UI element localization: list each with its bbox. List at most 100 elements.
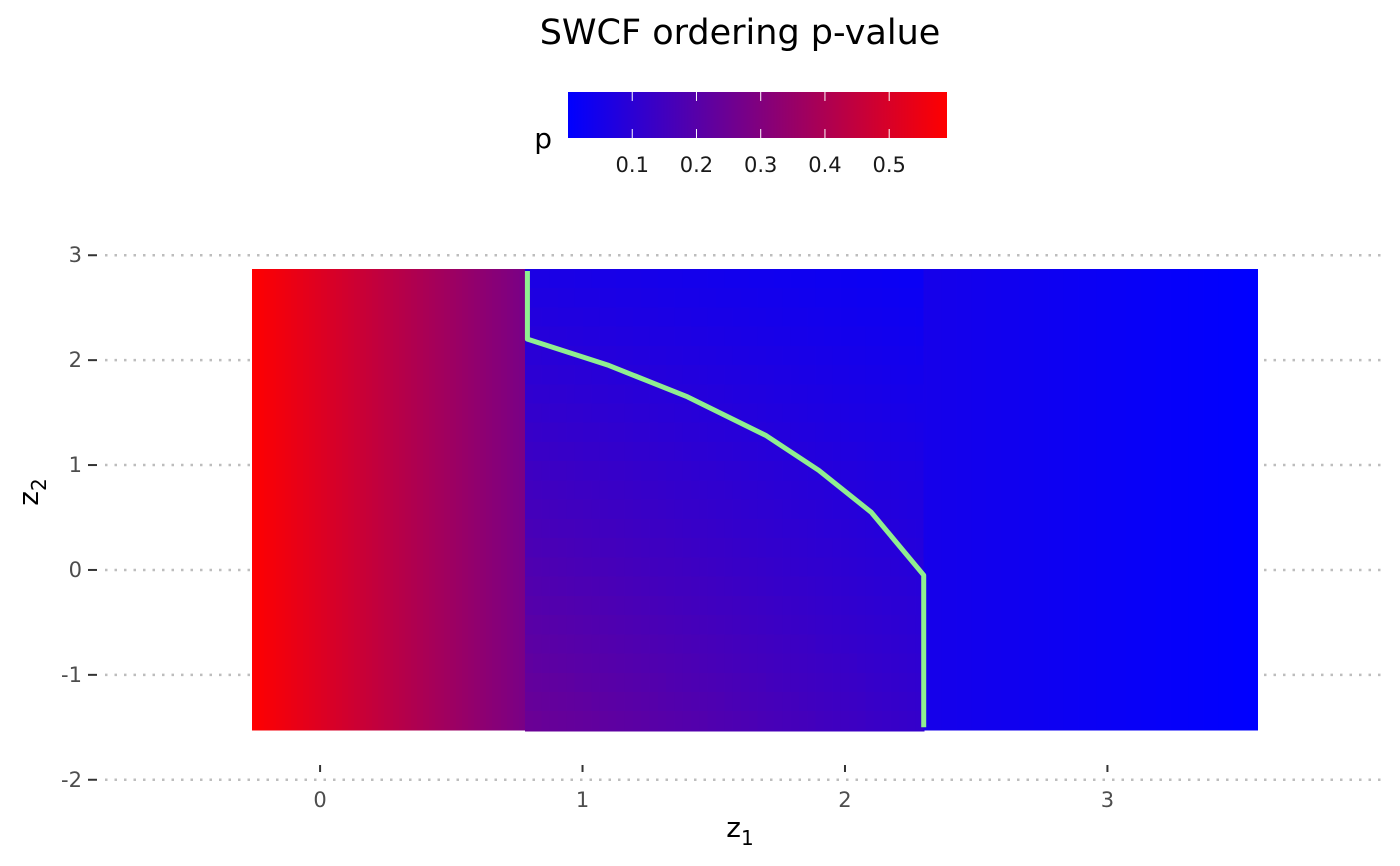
heatmap-cell xyxy=(757,634,767,655)
heatmap-cell xyxy=(699,461,709,482)
heatmap-cell xyxy=(641,480,651,501)
heatmap-cell xyxy=(799,326,809,347)
heatmap-cell xyxy=(657,268,667,289)
heatmap-cell xyxy=(724,422,734,443)
heatmap-cell xyxy=(807,653,817,674)
heatmap-cell xyxy=(691,441,701,463)
heatmap-cell xyxy=(624,268,634,289)
heatmap-cell xyxy=(302,268,307,731)
heatmap-cell xyxy=(799,691,809,713)
heatmap-cell xyxy=(657,326,667,347)
heatmap-cell xyxy=(915,711,925,732)
heatmap-cell xyxy=(774,538,784,559)
heatmap-cell xyxy=(591,711,601,732)
heatmap-cell xyxy=(308,268,313,731)
heatmap-cell xyxy=(840,441,850,463)
heatmap-cell xyxy=(1161,268,1166,731)
heatmap-cell xyxy=(882,538,892,559)
heatmap-cell xyxy=(624,595,634,616)
heatmap-cell xyxy=(983,268,988,731)
heatmap-cell xyxy=(907,326,917,347)
heatmap-cell xyxy=(865,557,875,578)
heatmap-cell xyxy=(674,672,684,693)
heatmap-cell xyxy=(558,557,568,578)
heatmap-cell xyxy=(765,384,775,405)
heatmap-cell xyxy=(915,480,925,501)
legend-tick-label: 0.1 xyxy=(616,153,649,177)
heatmap-cell xyxy=(882,307,892,328)
heatmap-cell xyxy=(790,691,800,713)
heatmap-cell xyxy=(591,345,601,366)
heatmap-cell xyxy=(616,557,626,578)
heatmap-cell xyxy=(732,672,742,693)
heatmap-cell xyxy=(799,422,809,443)
heatmap-cell xyxy=(740,307,750,328)
heatmap-cell xyxy=(549,634,559,655)
heatmap-cell xyxy=(815,672,825,693)
heatmap-cell xyxy=(732,461,742,482)
heatmap-cell xyxy=(823,480,834,501)
heatmap-cell xyxy=(799,653,809,674)
heatmap-cell xyxy=(691,518,701,539)
heatmap-cell xyxy=(591,576,601,597)
heatmap-cell xyxy=(616,615,626,636)
heatmap-cell xyxy=(574,595,584,616)
heatmap-cell xyxy=(582,384,593,405)
heatmap-cell xyxy=(915,499,925,520)
heatmap-cell xyxy=(1188,268,1193,731)
heatmap-cell xyxy=(649,422,659,443)
heatmap-cell xyxy=(574,653,584,674)
heatmap-cell xyxy=(832,345,842,366)
heatmap-cell xyxy=(674,422,684,443)
heatmap-cell xyxy=(790,499,800,520)
heatmap-cell xyxy=(649,711,659,732)
heatmap-cell xyxy=(624,653,634,674)
heatmap-cell xyxy=(657,576,667,597)
heatmap-cell xyxy=(533,595,543,616)
heatmap-cell xyxy=(840,538,850,559)
heatmap-cell xyxy=(591,691,601,713)
heatmap-cell xyxy=(782,557,792,578)
heatmap-cell xyxy=(790,615,800,636)
heatmap-cell xyxy=(782,480,792,501)
heatmap-cell xyxy=(624,634,634,655)
heatmap-cell xyxy=(757,672,767,693)
y-tick-label: 3 xyxy=(69,243,82,267)
heatmap-cell xyxy=(732,480,742,501)
heatmap-cell xyxy=(657,422,667,443)
heatmap-cell xyxy=(1039,268,1044,731)
heatmap-cell xyxy=(815,518,825,539)
heatmap-cell xyxy=(699,480,709,501)
heatmap-cell xyxy=(599,711,609,732)
heatmap-cell xyxy=(607,653,618,674)
heatmap-cell xyxy=(524,711,534,732)
heatmap-cell xyxy=(1135,268,1139,731)
heatmap-cell xyxy=(558,634,568,655)
heatmap-cell xyxy=(807,595,817,616)
heatmap-cell xyxy=(707,499,717,520)
heatmap-cell xyxy=(1179,268,1184,731)
heatmap-cell xyxy=(799,345,809,366)
heatmap-cell xyxy=(566,365,576,386)
heatmap-cell xyxy=(740,672,750,693)
heatmap-cell xyxy=(724,557,734,578)
heatmap-cell xyxy=(365,268,370,731)
heatmap-cell xyxy=(882,691,892,713)
heatmap-cell xyxy=(929,268,934,731)
heatmap-cell xyxy=(740,365,750,386)
heatmap-cell xyxy=(674,576,684,597)
heatmap-cell xyxy=(533,288,543,309)
heatmap-cell xyxy=(807,518,817,539)
heatmap-cell xyxy=(749,499,759,520)
heatmap-cell xyxy=(857,499,867,520)
heatmap-cell xyxy=(765,441,775,463)
heatmap-cell xyxy=(790,384,800,405)
heatmap-cell xyxy=(857,345,867,366)
heatmap-cell xyxy=(782,268,792,289)
heatmap-cell xyxy=(977,268,982,731)
heatmap-cell xyxy=(624,461,634,482)
heatmap-cell xyxy=(1215,268,1220,731)
heatmap-cell xyxy=(1069,268,1074,731)
heatmap-cell xyxy=(410,268,415,731)
heatmap-cell xyxy=(428,268,433,731)
